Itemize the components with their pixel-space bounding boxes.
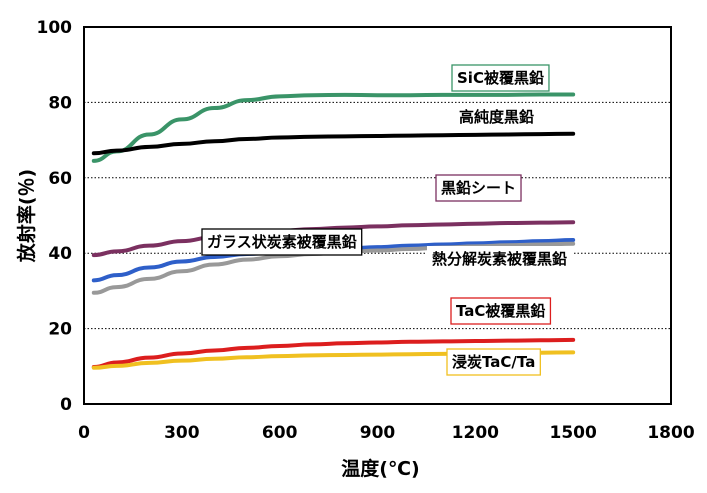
- x-tick-label: 1200: [452, 423, 499, 443]
- x-tick-label: 300: [164, 423, 200, 443]
- series-line-tac: [91, 337, 576, 370]
- tick-labels: 0 20 40 60 80 100 0 300 600 900 1200 1500 1800: [37, 18, 695, 443]
- series-line-sic: [91, 92, 576, 163]
- series-label-text: TaC被覆黒鉛: [456, 302, 545, 320]
- series-label-box: [201, 228, 363, 256]
- y-tick-label: 0: [60, 395, 72, 415]
- y-tick-label: 100: [37, 18, 73, 38]
- series-label-text: ガラス状炭素被覆黒鉛: [207, 233, 357, 251]
- y-tick-label: 60: [48, 169, 72, 189]
- x-tick-label: 1800: [647, 423, 694, 443]
- series-label-carburized-tac: 浸炭TaC/Ta: [446, 348, 541, 376]
- series-label-text: 浸炭TaC/Ta: [452, 353, 535, 371]
- series-label-text: SiC被覆黒鉛: [457, 69, 544, 87]
- series-label-box: [427, 246, 573, 272]
- series-line-graphite-sheet: [91, 220, 576, 258]
- x-tick-label: 0: [78, 423, 90, 443]
- y-tick-label: 20: [48, 320, 72, 340]
- series-line-high-purity: [91, 131, 576, 156]
- series-label-box: [446, 348, 541, 376]
- series-label-glassy-carbon: ガラス状炭素被覆黒鉛: [201, 228, 363, 256]
- series-label-high-purity: 高純度黒鉛: [454, 104, 540, 130]
- x-axis-title: 温度(℃): [341, 457, 419, 480]
- y-axis-title: 放射率(％): [15, 169, 38, 263]
- series-label-sic: SiC被覆黒鉛: [451, 64, 550, 92]
- series-label-tac: TaC被覆黒鉛: [450, 297, 552, 325]
- x-tick-label: 1500: [550, 423, 597, 443]
- series-label-box: [454, 104, 540, 130]
- series-label-text: 熱分解炭素被覆黒鉛: [432, 250, 567, 268]
- y-tick-label: 40: [48, 244, 72, 264]
- series-label-text: 黒鉛シート: [441, 179, 516, 197]
- series-label-pyrolytic-carbon: 熱分解炭素被覆黒鉛: [427, 246, 573, 272]
- y-tick-label: 80: [48, 93, 72, 113]
- series-label-box: [450, 297, 552, 325]
- series-label-box: [451, 64, 550, 92]
- series-label-text: 高純度黒鉛: [459, 108, 534, 126]
- plot-frame: [83, 26, 672, 405]
- x-tick-label: 900: [360, 423, 396, 443]
- x-tick-label: 600: [262, 423, 298, 443]
- series-label-graphite-sheet: 黒鉛シート: [435, 174, 522, 202]
- series-label-box: [435, 174, 522, 202]
